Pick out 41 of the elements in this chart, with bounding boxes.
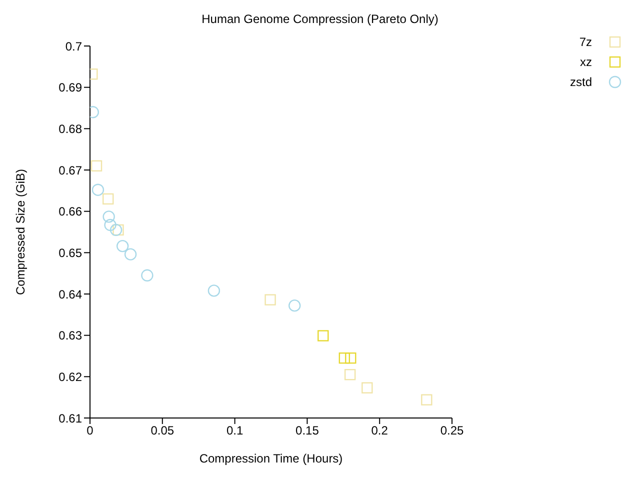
- point: [421, 394, 432, 406]
- point: [124, 248, 137, 260]
- x-tick-label: 0.15: [296, 424, 320, 438]
- y-tick-label: 0.66: [58, 204, 82, 219]
- legend-label: 7z: [578, 35, 592, 49]
- x-axis-title: Compression Time (Hours): [199, 452, 343, 466]
- point: [112, 224, 124, 236]
- point: [141, 269, 154, 282]
- point: [264, 294, 276, 306]
- y-tick-label: 0.64: [58, 287, 82, 302]
- point: [102, 193, 114, 205]
- point: [102, 210, 115, 223]
- x-tick-label: 0.05: [150, 424, 174, 438]
- x-tick-label: 0: [86, 424, 94, 438]
- y-tick-label: 0.62: [58, 370, 82, 384]
- y-tick-label: 0.63: [58, 328, 82, 343]
- x-tick-label: 0.25: [440, 424, 464, 438]
- point: [208, 284, 220, 297]
- y-tick-label: 0.65: [58, 246, 82, 260]
- point: [362, 382, 373, 394]
- point: [92, 184, 104, 196]
- y-tick-label: 0.69: [58, 80, 82, 95]
- point: [288, 299, 301, 312]
- point: [110, 224, 122, 236]
- legend-label: zstd: [568, 75, 592, 89]
- x-tick-label: 0.1: [226, 424, 244, 438]
- point: [318, 330, 329, 342]
- y-axis-title: Compressed Size (GiB): [13, 168, 28, 296]
- point: [338, 352, 350, 364]
- point: [104, 218, 116, 232]
- point: [345, 352, 356, 364]
- point: [90, 160, 102, 172]
- point: [344, 369, 356, 380]
- y-tick-label: 0.67: [58, 163, 82, 178]
- legend-label: xz: [579, 55, 592, 69]
- x-tick-label: 0.2: [371, 424, 388, 438]
- point: [116, 240, 129, 252]
- chart-title: Human Genome Compression (Pareto Only): [200, 12, 440, 28]
- y-tick-label: 0.61: [58, 411, 82, 426]
- y-tick-label: 0.68: [58, 122, 82, 136]
- y-tick-label: 0.7: [65, 39, 82, 54]
